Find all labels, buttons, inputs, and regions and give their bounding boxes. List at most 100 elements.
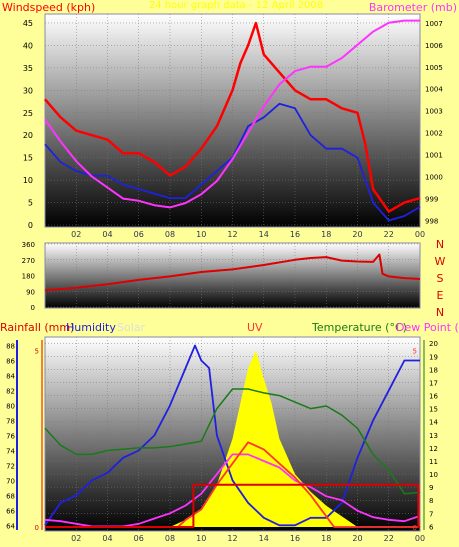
x-tick-label: 12	[227, 534, 237, 543]
x-tick-label: 18	[321, 534, 331, 543]
humidity-ticks: 64 66 68 70 72 74 76 78 80 82 84 86 88	[6, 342, 15, 530]
wind-gust-line	[44, 21, 421, 213]
x-tick-label: 00	[415, 230, 425, 239]
direction-tick-label: 180	[22, 273, 35, 281]
x-tick-label: 02	[71, 534, 81, 543]
x-tick-label: 10	[196, 230, 206, 239]
windspeed-tick-label: 45	[23, 19, 33, 28]
windspeed-ticks: 0 5 10 15 20 25 30 35 40 45	[23, 19, 33, 230]
humidity-tick-label: 72	[6, 462, 15, 470]
temperature-tick-label: 8	[429, 497, 433, 505]
humidity-tick-label: 80	[6, 402, 15, 410]
compass-letter: W	[435, 255, 446, 268]
barometer-tick-label: 1002	[425, 130, 443, 138]
barometer-ticks: 998 999 1000 1001 1002 1003 1004 1005 1006 1007	[425, 20, 443, 226]
x-tick-label: 12	[227, 230, 237, 239]
uv-ticks: 05	[413, 348, 417, 532]
windspeed-tick-label: 20	[23, 131, 33, 140]
x-tick-label: 08	[165, 534, 175, 543]
rainfall-line	[45, 483, 420, 528]
x-tick-label: 00	[415, 534, 425, 543]
climate-x-ticks: 02 04 06 08 10 12 14 16 18 20 22 00	[71, 534, 425, 543]
humidity-legend-label: Humidity	[66, 321, 116, 334]
humidity-line	[44, 344, 420, 527]
humidity-tick-label: 76	[6, 432, 15, 440]
x-tick-label: 16	[290, 230, 300, 239]
barometer-tick-label: 1001	[425, 152, 443, 160]
compass-letter: E	[437, 289, 444, 302]
x-tick-label: 10	[196, 534, 206, 543]
uv-tick-label: 5	[413, 348, 417, 356]
wind-x-ticks: 02 04 06 08 10 12 14 16 18 20 22 00	[71, 230, 425, 239]
x-tick-label: 08	[165, 230, 175, 239]
humidity-tick-label: 64	[6, 522, 15, 530]
humidity-tick-label: 84	[6, 372, 15, 380]
x-tick-label: 06	[134, 230, 144, 239]
climate-series	[44, 344, 421, 528]
wind-series	[44, 19, 421, 222]
temperature-tick-label: 6	[429, 523, 434, 531]
temperature-tick-label: 9	[429, 484, 433, 492]
barometer-line	[44, 19, 420, 209]
x-tick-label: 04	[102, 534, 112, 543]
rain-ticks: 05	[35, 348, 39, 532]
humidity-tick-label: 88	[6, 342, 15, 350]
compass-letter: N	[436, 238, 444, 251]
windspeed-tick-label: 25	[23, 109, 33, 118]
temperature-ticks: 6 7 8 9 10 11 12 13 14 15 16 17 18 19 20	[429, 340, 438, 531]
uv-legend-label: UV	[247, 321, 263, 334]
direction-tick-label: 360	[22, 241, 35, 249]
compass-letter: S	[437, 272, 444, 285]
temperature-legend-label: Temperature (°C)	[311, 321, 407, 334]
x-tick-label: 04	[102, 230, 112, 239]
solar-area	[170, 350, 358, 527]
windspeed-tick-label: 35	[23, 64, 33, 73]
barometer-tick-label: 1006	[425, 42, 443, 50]
direction-gridlines	[45, 243, 420, 308]
wind-plot-area	[44, 13, 421, 228]
temperature-tick-label: 15	[429, 406, 438, 414]
temperature-tick-label: 14	[429, 419, 438, 427]
rain-tick-label: 5	[35, 348, 39, 356]
humidity-tick-label: 86	[6, 357, 15, 365]
temperature-tick-label: 20	[429, 340, 438, 348]
wind-direction-line	[44, 253, 421, 292]
humidity-tick-label: 82	[6, 387, 15, 395]
humidity-tick-label: 78	[6, 417, 15, 425]
rain-tick-label: 0	[35, 524, 39, 532]
x-tick-label: 02	[71, 230, 81, 239]
x-tick-label: 20	[352, 534, 362, 543]
x-tick-label: 22	[384, 230, 394, 239]
chart-title: 24 hour graph data - 12 April 2008	[149, 0, 323, 11]
windspeed-tick-label: 5	[28, 199, 33, 208]
barometer-tick-label: 1003	[425, 108, 443, 116]
barometer-tick-label: 1000	[425, 174, 443, 182]
barometer-tick-label: 999	[425, 196, 438, 204]
uv-line	[45, 441, 420, 528]
temperature-tick-label: 18	[429, 366, 438, 374]
barometer-tick-label: 998	[425, 218, 438, 226]
direction-tick-label: 270	[22, 257, 35, 265]
direction-series	[44, 253, 421, 292]
x-tick-label: 06	[134, 534, 144, 543]
barometer-tick-label: 1005	[425, 64, 443, 72]
direction-tick-label: 0	[31, 304, 35, 312]
temperature-tick-label: 16	[429, 393, 438, 401]
temperature-tick-label: 7	[429, 510, 433, 518]
humidity-tick-label: 66	[6, 507, 15, 515]
temperature-tick-label: 17	[429, 379, 438, 387]
rainfall-axis-title: Rainfall (mm)	[0, 321, 74, 334]
windspeed-tick-label: 10	[23, 176, 33, 185]
barometer-tick-label: 1007	[425, 20, 443, 28]
x-tick-label: 20	[352, 230, 362, 239]
direction-tick-label: 90	[26, 288, 35, 296]
compass-letter: N	[436, 306, 444, 319]
windspeed-tick-label: 40	[23, 41, 33, 50]
barometer-axis-title: Barometer (mb)	[369, 1, 457, 14]
dew-point-legend-label: Dew Point (°C)	[396, 321, 459, 334]
uv-tick-label: 0	[413, 524, 417, 532]
temperature-tick-label: 19	[429, 353, 438, 361]
